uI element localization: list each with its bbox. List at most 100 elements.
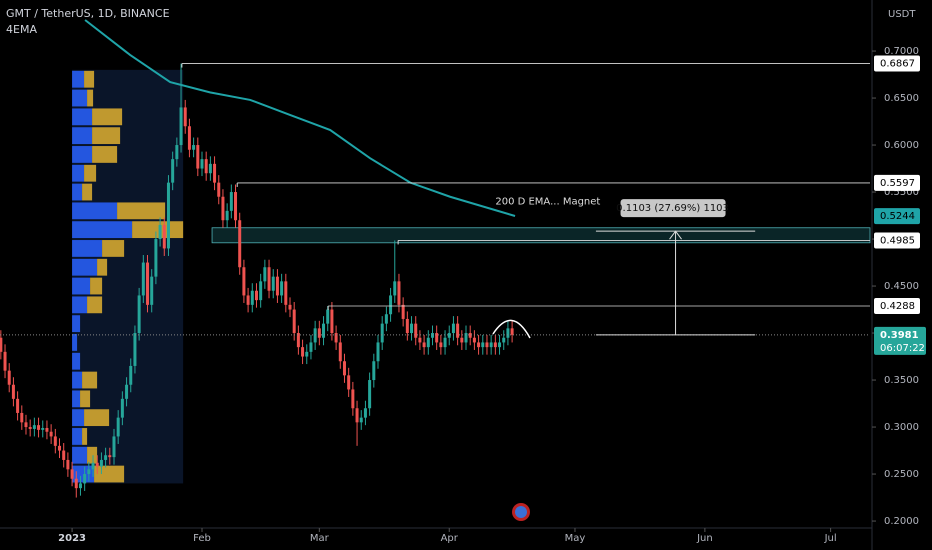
volume-up [72,296,88,314]
candle-body [405,318,409,334]
volume-up [72,258,98,276]
volume-up [72,202,118,220]
candle-body [493,342,497,348]
candle-body [120,398,124,418]
candle-body [108,455,112,458]
candle-body [225,210,229,221]
candle-body [20,412,24,423]
plot-area [0,19,871,498]
x-tick-label: Apr [441,533,459,544]
x-tick-label: Jul [824,533,837,544]
candle-body [355,408,359,423]
volume-up [72,164,85,182]
candle-body [472,337,476,343]
indicator-name: 4EMA [6,23,37,36]
candle-body [288,304,292,310]
candle-body [213,163,217,183]
candle-body [443,337,447,348]
candle-body [208,163,212,174]
candle-body [234,192,238,221]
arc-drawing [492,319,531,339]
candle-body [53,436,57,446]
candle-body [158,224,162,240]
candle-body [363,408,367,418]
countdown: 06:07:22 [880,343,925,354]
candle-body [296,333,300,348]
candle-body [372,361,376,381]
volume-down [87,89,94,107]
level-label-box [874,55,920,72]
candle-body [204,159,208,174]
level-label-box [874,232,920,249]
x-tick-label: Feb [193,533,211,544]
candle-body [451,323,455,334]
candle-body [447,333,451,338]
candle-body [401,304,405,319]
candle-body [137,295,141,334]
candle-body [16,398,20,413]
annotation: 200 D EMA... Magnet [495,197,600,208]
candle-body [175,145,179,160]
candle-body [430,333,434,338]
candle-body [271,276,275,291]
level-label: 0.4985 [880,235,915,246]
candle-body [162,224,166,249]
volume-down [82,371,98,389]
candle-body [317,328,321,338]
candle-body [489,342,493,348]
level-label: 0.5597 [880,178,915,189]
candle-body [183,107,187,127]
candle-body [506,328,510,338]
candle-body [83,474,87,484]
candle-body [196,145,200,169]
candle-body [24,422,28,428]
level-label-box [874,297,920,314]
volume-up [72,240,103,257]
y-tick-label: 0.2500 [884,469,919,480]
candle-body [99,459,103,467]
volume-up [72,334,78,351]
candle-body [384,314,388,324]
candle-body [129,365,133,385]
candle-body [292,309,296,334]
candle-body [37,425,41,430]
candle-body [221,196,225,221]
candle-body [7,370,11,385]
candle-body [150,276,154,305]
candle-body [238,220,242,268]
candle-body [393,281,397,296]
candle-body [380,323,384,343]
candle-body [259,281,263,301]
candle-body [141,262,145,296]
candle-body [359,417,363,423]
volume-down [87,446,98,464]
x-tick-label: 2023 [58,533,86,544]
volume-up [72,183,83,201]
candle-body [112,436,116,458]
candle-body [171,159,175,183]
candle-body [242,267,246,296]
volume-up [72,127,93,145]
y-tick-label: 0.5500 [884,187,919,198]
volume-down [84,164,97,182]
candle-body [498,342,502,348]
candle-body [187,126,191,150]
volume-up [72,315,81,333]
volume-down [92,108,123,126]
last-price-box [874,326,926,355]
candle-body [116,417,120,437]
candle-body [179,107,183,146]
volume-down [132,221,184,239]
candle-body [456,323,460,338]
candle-body [460,337,464,343]
candle-body [351,389,355,409]
candle-body [49,431,53,437]
candle-body [275,276,279,296]
volume-down [117,202,166,220]
candle-body [342,361,346,376]
x-tick-label: Mar [310,533,330,544]
candle-body [104,455,108,460]
candle-body [414,323,418,338]
candle-body [389,295,393,315]
